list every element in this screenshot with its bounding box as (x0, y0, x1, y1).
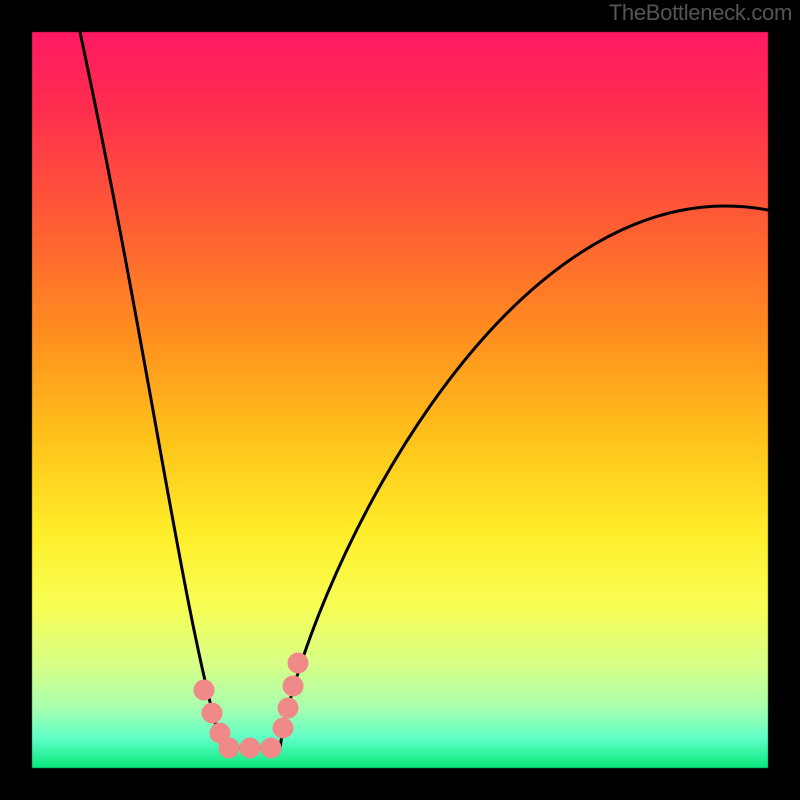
chart-container: TheBottleneck.com (0, 0, 800, 800)
watermark-text: TheBottleneck.com (609, 0, 792, 26)
chart-background-gradient (0, 0, 800, 800)
